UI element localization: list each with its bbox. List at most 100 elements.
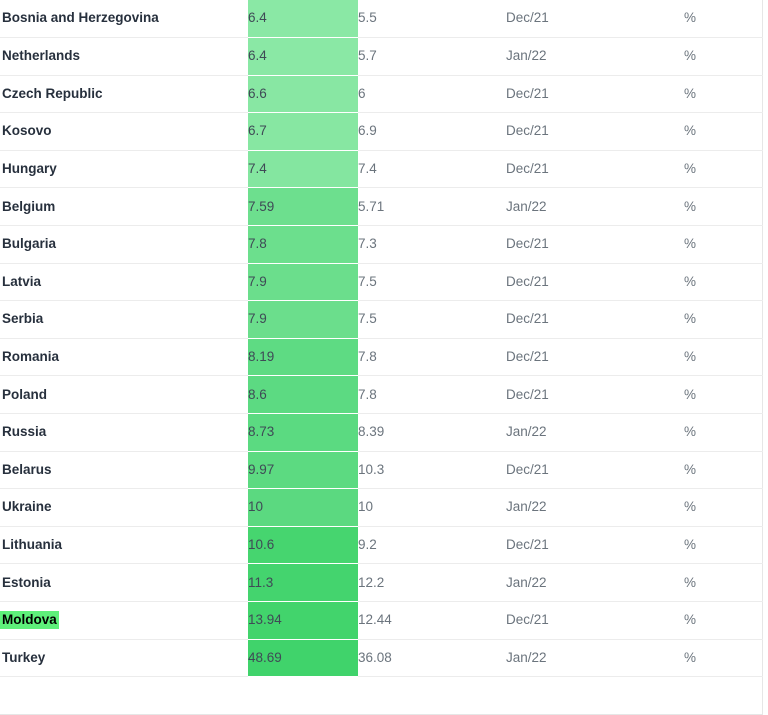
table-row[interactable]: Netherlands 6.4 5.7 Jan/22% <box>0 37 762 76</box>
table-row[interactable]: Latvia 7.9 7.5 Dec/21% <box>0 263 762 302</box>
country-name-label: Ukraine <box>2 499 52 515</box>
country-name-cell[interactable]: Poland <box>0 375 248 415</box>
country-name-label: Estonia <box>2 574 51 590</box>
unit-cell: % <box>684 639 762 678</box>
last-value-cell: 6.7 <box>248 112 358 151</box>
unit-cell: % <box>684 37 762 76</box>
country-name-cell[interactable]: Ukraine <box>0 488 248 527</box>
table-row[interactable]: Estonia 11.3 12.2 Jan/22% <box>0 563 762 602</box>
country-name-cell[interactable]: Kosovo <box>0 112 248 151</box>
table-row[interactable]: Romania 8.19 7.8 Dec/21% <box>0 338 762 377</box>
reference-date-cell: Jan/22 <box>506 639 684 678</box>
previous-value-cell: 9.2 <box>358 526 506 565</box>
country-name-label: Moldova <box>0 611 59 630</box>
reference-date-cell: Dec/21 <box>506 0 684 39</box>
table-bottom-spacer <box>0 676 762 715</box>
reference-date-cell: Jan/22 <box>506 488 684 527</box>
previous-value-cell: 7.3 <box>358 225 506 264</box>
unit-cell: % <box>684 300 762 339</box>
country-name-label: Poland <box>2 386 48 402</box>
table-row[interactable]: Turkey 48.69 36.08 Jan/22% <box>0 639 762 678</box>
country-name-label: Romania <box>2 349 60 365</box>
table-row[interactable]: Bosnia and Herzegovina 6.4 5.5 Dec/21% <box>0 0 762 39</box>
unit-cell: % <box>684 0 762 39</box>
unit-cell: % <box>684 263 762 302</box>
previous-value-cell: 8.39 <box>358 413 506 452</box>
reference-date-cell: Jan/22 <box>506 413 684 452</box>
last-value-cell: 8.6 <box>248 375 358 415</box>
country-name-cell[interactable]: Moldova <box>0 601 248 640</box>
previous-value-cell: 6 <box>358 75 506 114</box>
country-name-cell[interactable]: Romania <box>0 338 248 377</box>
spacer-cell <box>684 676 762 715</box>
previous-value-cell: 5.71 <box>358 187 506 227</box>
last-value-cell: 6.4 <box>248 37 358 76</box>
table-row[interactable]: Kosovo 6.7 6.9 Dec/21% <box>0 112 762 151</box>
last-value-cell: 10 <box>248 488 358 527</box>
table-row[interactable]: Serbia 7.9 7.5 Dec/21% <box>0 300 762 339</box>
reference-date-cell: Jan/22 <box>506 37 684 76</box>
country-name-cell[interactable]: Bulgaria <box>0 225 248 264</box>
reference-date-cell: Dec/21 <box>506 338 684 377</box>
table-row[interactable]: Lithuania 10.6 9.2 Dec/21% <box>0 526 762 565</box>
country-name-label: Belarus <box>2 461 52 477</box>
last-value-cell: 7.59 <box>248 187 358 227</box>
reference-date-cell: Jan/22 <box>506 187 684 227</box>
table-row[interactable]: Moldova 13.94 12.44 Dec/21% <box>0 601 762 640</box>
country-name-cell[interactable]: Latvia <box>0 263 248 302</box>
country-name-label: Turkey <box>2 649 46 665</box>
unit-cell: % <box>684 451 762 490</box>
previous-value-cell: 7.8 <box>358 338 506 377</box>
country-name-cell[interactable]: Netherlands <box>0 37 248 76</box>
table-row[interactable]: Belarus 9.97 10.3 Dec/21% <box>0 451 762 490</box>
country-name-cell[interactable]: Russia <box>0 413 248 452</box>
unit-cell: % <box>684 601 762 640</box>
country-name-label: Belgium <box>2 198 56 214</box>
spacer-cell <box>358 676 506 715</box>
country-name-cell[interactable]: Lithuania <box>0 526 248 565</box>
reference-date-cell: Dec/21 <box>506 225 684 264</box>
country-name-cell[interactable]: Bosnia and Herzegovina <box>0 0 248 39</box>
table-row[interactable]: Ukraine 10 10 Jan/22% <box>0 488 762 527</box>
country-name-cell[interactable]: Turkey <box>0 639 248 678</box>
unit-cell: % <box>684 413 762 452</box>
last-value-cell: 7.9 <box>248 263 358 302</box>
last-value-cell: 6.4 <box>248 0 358 39</box>
previous-value-cell: 7.4 <box>358 150 506 189</box>
previous-value-cell: 10.3 <box>358 451 506 490</box>
table-row[interactable]: Belgium 7.59 5.71 Jan/22% <box>0 187 762 227</box>
previous-value-cell: 12.44 <box>358 601 506 640</box>
country-name-cell[interactable]: Belgium <box>0 187 248 227</box>
country-name-label: Russia <box>2 424 47 440</box>
reference-date-cell: Dec/21 <box>506 451 684 490</box>
unit-cell: % <box>684 225 762 264</box>
previous-value-cell: 36.08 <box>358 639 506 678</box>
previous-value-cell: 5.7 <box>358 37 506 76</box>
table-row[interactable]: Russia 8.73 8.39 Jan/22% <box>0 413 762 452</box>
unit-cell: % <box>684 112 762 151</box>
last-value-cell: 6.6 <box>248 75 358 114</box>
table-row[interactable]: Poland 8.6 7.8 Dec/21% <box>0 375 762 415</box>
last-value-cell: 8.73 <box>248 413 358 452</box>
country-name-cell[interactable]: Hungary <box>0 150 248 189</box>
spacer-cell <box>506 676 684 715</box>
table-row[interactable]: Bulgaria 7.8 7.3 Dec/21% <box>0 225 762 264</box>
country-name-cell[interactable]: Czech Republic <box>0 75 248 114</box>
previous-value-cell: 7.5 <box>358 300 506 339</box>
last-value-cell: 48.69 <box>248 639 358 678</box>
country-name-cell[interactable]: Estonia <box>0 563 248 602</box>
table-row[interactable]: Czech Republic 6.6 6 Dec/21% <box>0 75 762 114</box>
country-name-cell[interactable]: Serbia <box>0 300 248 339</box>
unit-cell: % <box>684 526 762 565</box>
country-name-label: Czech Republic <box>2 85 103 101</box>
unit-cell: % <box>684 375 762 415</box>
country-name-cell[interactable]: Belarus <box>0 451 248 490</box>
table-row[interactable]: Hungary 7.4 7.4 Dec/21% <box>0 150 762 189</box>
reference-date-cell: Dec/21 <box>506 375 684 415</box>
previous-value-cell: 10 <box>358 488 506 527</box>
last-value-cell: 7.8 <box>248 225 358 264</box>
reference-date-cell: Dec/21 <box>506 263 684 302</box>
unit-cell: % <box>684 563 762 602</box>
